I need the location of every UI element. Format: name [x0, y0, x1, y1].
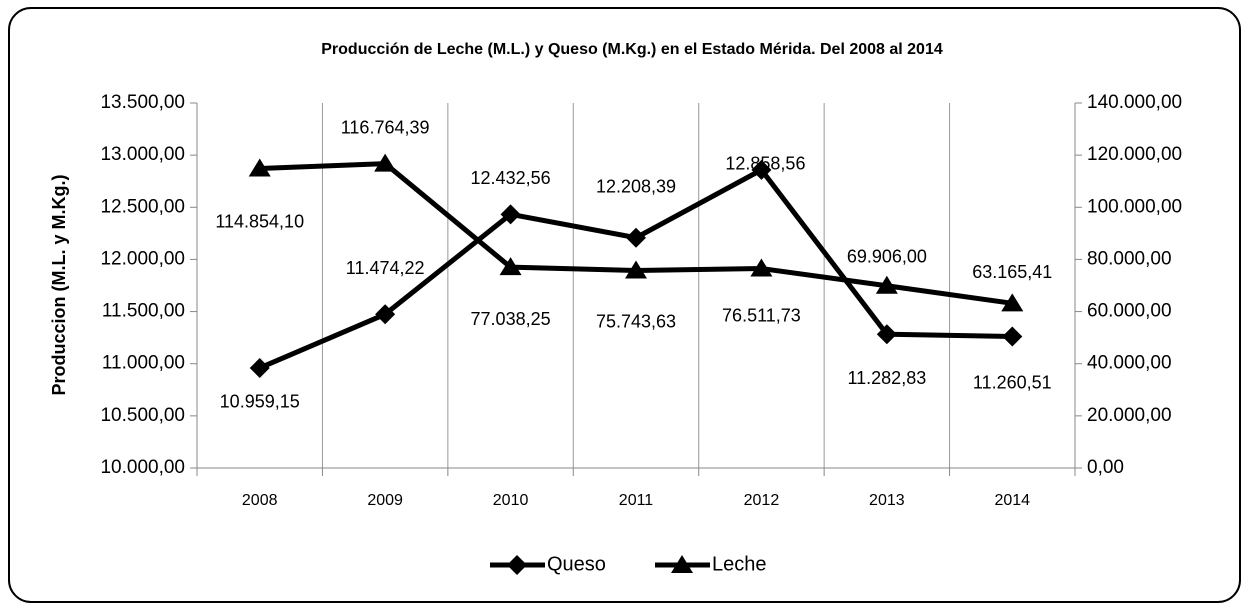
value-label: 12.208,39: [596, 176, 676, 196]
y-tick-label: 10.500,00: [100, 405, 185, 426]
y-tick-label: 11.500,00: [102, 301, 185, 322]
y2-tick-label: 80.000,00: [1087, 248, 1172, 269]
x-tick-label: 2012: [744, 492, 780, 509]
marker: [876, 324, 897, 345]
marker: [375, 304, 396, 325]
y2-tick-label: 20.000,00: [1087, 405, 1172, 426]
y-tick-label: 12.000,00: [100, 248, 185, 269]
y-tick-label: 13.500,00: [100, 92, 185, 113]
x-tick-label: 2010: [493, 492, 529, 509]
y2-tick-label: 0,00: [1087, 457, 1124, 478]
marker: [499, 257, 522, 276]
legend-label: Leche: [712, 553, 767, 575]
y2-tick-label: 120.000,00: [1087, 144, 1182, 165]
value-label: 11.474,22: [346, 258, 425, 278]
y-tick-label: 13.000,00: [100, 144, 185, 165]
value-label: 11.282,83: [847, 368, 926, 388]
value-label: 69.906,00: [847, 246, 927, 266]
x-tick-label: 2009: [367, 492, 403, 509]
y2-tick-label: 40.000,00: [1087, 353, 1172, 374]
value-label: 77.038,25: [471, 309, 551, 329]
marker: [625, 260, 647, 279]
value-label: 75.743,63: [596, 311, 676, 331]
y2-tick-label: 100.000,00: [1087, 196, 1182, 217]
x-tick-label: 2014: [994, 492, 1030, 509]
value-label: 12.432,56: [471, 168, 551, 188]
value-label: 11.260,51: [973, 372, 1052, 392]
marker: [500, 204, 521, 225]
x-tick-label: 2008: [242, 492, 278, 509]
legend-marker: [507, 555, 527, 575]
y2-tick-label: 140.000,00: [1087, 92, 1182, 113]
marker: [751, 159, 772, 180]
legend-label: Queso: [547, 553, 606, 575]
marker: [1001, 293, 1024, 312]
value-label: 10.959,15: [220, 392, 300, 412]
chart-title: Producción de Leche (M.L.) y Queso (M.Kg…: [321, 41, 943, 58]
marker: [248, 158, 271, 177]
y-tick-label: 11.000,00: [102, 353, 185, 374]
value-label: 12.858,56: [725, 154, 805, 174]
value-label: 116.764,39: [341, 117, 430, 137]
marker: [249, 357, 270, 378]
legend-marker: [671, 555, 693, 573]
marker: [374, 153, 397, 172]
x-tick-label: 2013: [869, 492, 905, 509]
marker: [875, 275, 898, 294]
y-tick-label: 10.000,00: [100, 457, 185, 478]
y2-tick-label: 60.000,00: [1087, 301, 1172, 322]
marker: [1002, 326, 1023, 347]
value-label: 63.165,41: [972, 262, 1052, 282]
chart-border: [8, 7, 1241, 603]
marker: [750, 258, 773, 277]
value-label: 76.511,73: [722, 305, 801, 325]
value-label: 114.854,10: [215, 211, 304, 231]
x-tick-label: 2011: [619, 492, 654, 509]
marker: [626, 227, 646, 248]
y-axis-label: Produccion (M.L. y M.Kg.): [49, 175, 69, 396]
y-tick-label: 12.500,00: [100, 196, 185, 217]
